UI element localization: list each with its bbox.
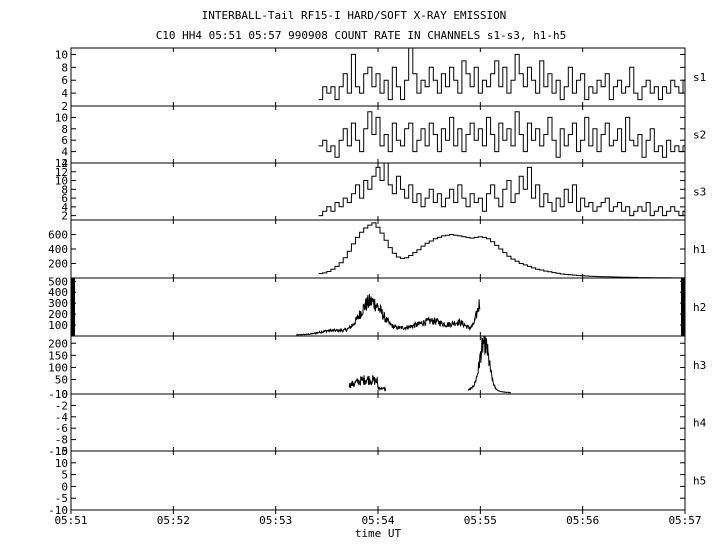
y-tick-label: 600 [48, 229, 68, 242]
panel-frame [70, 219, 686, 279]
y-tick-label: 4 [61, 87, 68, 100]
panel-frame [70, 393, 686, 452]
y-tick-label: 12 [55, 166, 68, 179]
y-tick-label: 15 [55, 445, 68, 458]
y-tick-label: -4 [55, 411, 69, 424]
x-tick-label: 05:54 [361, 514, 394, 527]
y-tick-label: 0 [61, 480, 68, 493]
panel-label-h5: h5 [693, 475, 706, 488]
y-tick-label: 100 [48, 361, 68, 374]
y-tick-label: 200 [48, 308, 68, 321]
trace-h3-b [467, 335, 511, 394]
y-tick-label: 14 [55, 157, 69, 170]
y-tick-label: 4 [61, 146, 68, 159]
trace-s1 [318, 47, 685, 101]
y-tick-label: 4 [61, 201, 68, 214]
y-tick-label: 400 [48, 243, 68, 256]
y-tick-label: 6 [61, 192, 68, 205]
panel-label-s1: s1 [693, 71, 706, 84]
y-tick-label: -6 [55, 422, 68, 435]
y-tick-label: -10 [48, 504, 68, 517]
panel-label-h2: h2 [693, 301, 706, 314]
y-tick-label: 2 [61, 210, 68, 223]
y-tick-label: 200 [48, 258, 68, 271]
y-tick-label: 6 [61, 134, 68, 147]
y-tick-label: 200 [48, 337, 68, 350]
x-tick-label: 05:57 [668, 514, 701, 527]
panel-label-h1: h1 [693, 243, 706, 256]
y-tick-label: 8 [61, 123, 68, 136]
y-tick-label: -5 [55, 492, 68, 505]
x-tick-label: 05:53 [259, 514, 292, 527]
y-tick-label: 10 [55, 111, 68, 124]
y-tick-label: 500 [48, 275, 68, 288]
trace-s3 [318, 162, 685, 217]
panel-frame [70, 47, 686, 107]
trace-h1 [318, 222, 685, 279]
y-tick-label: 400 [48, 286, 68, 299]
panel-label-h4: h4 [693, 417, 707, 430]
x-axis: 05:51 05:52 05:53 05:54 05:55 05:56 05:57 [54, 510, 702, 527]
x-tick-label: 05:56 [566, 514, 599, 527]
y-tick-label: 0 [61, 388, 68, 401]
panel-label-s2: s2 [693, 129, 706, 142]
y-tick-label: 300 [48, 297, 68, 310]
y-tick-label: -10 [48, 445, 68, 458]
y-tick-label: -8 [55, 434, 68, 447]
chart-title-line2: C10 HH4 05:51 05:57 990908 COUNT RATE IN… [156, 29, 567, 42]
y-tick-label: 2 [61, 157, 68, 170]
x-tick-label: 05:52 [157, 514, 190, 527]
x-tick-label: 05:55 [464, 514, 497, 527]
y-tick-label: 2 [61, 100, 68, 113]
y-tick-label: 100 [48, 319, 68, 332]
panels-group: 246810s1246810s22468101214s3200400600h11… [48, 47, 707, 517]
y-tick-label: 8 [61, 183, 68, 196]
panel-frame [70, 450, 686, 511]
trace-h2 [295, 293, 481, 336]
y-tick-label: -2 [55, 399, 68, 412]
x-tick-label: 05:51 [54, 514, 87, 527]
trace-h2-edge-left [71, 278, 75, 336]
trace-h2-edge-right [681, 278, 685, 336]
y-tick-label: 50 [55, 374, 68, 387]
panel-label-h3: h3 [693, 359, 706, 372]
y-tick-label: 10 [55, 457, 68, 470]
y-tick-label: 10 [55, 48, 68, 61]
panel-label-s3: s3 [693, 186, 706, 199]
x-axis-label: time UT [355, 527, 402, 540]
trace-h3-a [348, 375, 387, 392]
chart-title-line1: INTERBALL-Tail RF15-I HARD/SOFT X-RAY EM… [202, 9, 507, 22]
y-tick-label: 5 [61, 469, 68, 482]
y-tick-label: 10 [55, 175, 68, 188]
y-tick-label: 8 [61, 61, 68, 74]
y-tick-label: 6 [61, 74, 68, 87]
y-tick-label: 150 [48, 349, 68, 362]
y-tick-label: -10 [48, 388, 68, 401]
trace-s2 [318, 111, 685, 158]
